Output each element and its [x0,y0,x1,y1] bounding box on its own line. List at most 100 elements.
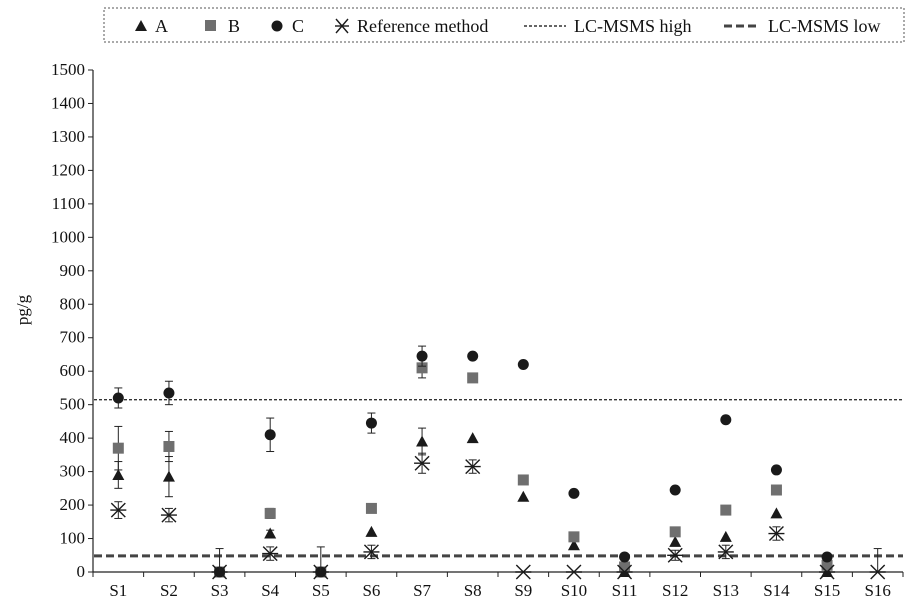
x-tick-label: S10 [561,581,587,600]
point-c-circle [112,392,124,404]
point-c-circle [669,484,681,496]
y-tick-label: 1500 [51,60,85,79]
y-tick-label: 800 [60,294,86,313]
legend-label-a: A [155,16,168,36]
point-reference-asterisk [768,526,785,542]
axes: 0 100 200 300 400 500 600 700 800 900 1000 1100 1200… [51,60,904,600]
point-b-square [619,561,631,573]
y-tick-label: 700 [60,328,86,347]
x-tick-label: S9 [514,581,532,600]
legend-circle-marker [271,20,283,32]
x-tick-label: S4 [261,581,279,600]
point-reference-asterisk [565,564,582,580]
x-tick-label: S8 [464,581,482,600]
point-a-triangle [416,435,429,447]
reference-lines [94,398,903,558]
y-tick-label: 600 [60,361,86,380]
point-b-square [365,502,377,514]
y-tick-label: 1000 [51,227,85,246]
legend-label-reference: Reference method [357,16,488,36]
x-tick-label: S16 [864,581,890,600]
x-tick-label: S14 [763,581,790,600]
point-b-square [163,441,175,452]
point-reference-asterisk [262,546,279,562]
point-b-square [264,507,276,519]
y-tick-label: 400 [60,428,86,447]
point-reference-asterisk [869,564,886,580]
data-marks [110,345,886,580]
point-b-square [568,531,580,543]
point-reference-asterisk [717,544,734,560]
x-tick-label: S3 [211,581,229,600]
point-a-triangle [770,507,783,519]
point-a-triangle [669,535,682,547]
point-reference-asterisk [819,564,836,580]
point-b-square [467,372,479,384]
point-b-square [821,559,833,571]
y-tick-label: 1400 [51,93,85,112]
point-b-square [770,484,782,496]
point-c-circle [720,414,732,426]
y-tick-label: 200 [60,495,86,514]
legend-label-b: B [228,16,240,36]
point-reference-asterisk [363,544,380,560]
x-tick-label: S15 [814,581,840,600]
point-c-circle [770,464,782,476]
point-reference-asterisk [515,564,532,580]
point-reference-asterisk [110,502,127,518]
point-a-triangle [517,490,530,502]
y-axis-label: pg/g [13,294,32,325]
point-reference-asterisk [667,547,684,563]
point-a-triangle [719,530,732,542]
x-tick-label: S1 [109,581,127,600]
point-c-circle [568,487,580,499]
point-a-triangle [264,527,277,539]
point-b-square [669,526,681,538]
point-reference-asterisk [616,564,633,580]
point-a-triangle [162,470,175,482]
legend-label-low: LC-MSMS low [768,16,881,36]
y-tick-label: 900 [60,261,86,280]
point-c-circle [619,551,631,563]
legend-box [103,7,905,43]
legend: A B C Reference method LC-MSMS high LC-M… [103,7,905,43]
point-c-circle [264,429,276,441]
point-c-circle [416,350,428,362]
point-c-circle [163,387,175,399]
legend-label-c: C [292,16,304,36]
y-tick-label: 500 [60,395,86,414]
point-a-triangle [567,539,580,551]
y-tick-label: 300 [60,462,86,481]
point-reference-asterisk [414,455,431,471]
legend-triangle-marker [135,20,147,31]
point-a-triangle [365,525,378,537]
x-tick-label: S7 [413,581,431,600]
point-b-square [517,474,529,486]
point-c-circle [821,551,833,563]
x-tick-label: S11 [612,581,638,600]
point-reference-asterisk [312,564,329,580]
y-tick-label: 0 [77,562,86,581]
y-tick-label: 1200 [51,160,85,179]
point-b-square [720,504,732,516]
point-reference-asterisk [211,564,228,580]
point-b-square [416,362,428,374]
legend-asterisk-marker [335,18,349,34]
point-a-triangle [112,468,125,480]
x-tick-label: S12 [662,581,688,600]
y-tick-label: 100 [60,529,86,548]
x-tick-label: S6 [362,581,380,600]
legend-square-marker [205,20,216,31]
point-a-triangle [466,432,479,444]
x-tick-label: S5 [312,581,330,600]
point-c-circle [517,359,529,371]
legend-label-high: LC-MSMS high [574,16,692,36]
point-c-circle [467,350,479,362]
x-tick-label: S13 [713,581,739,600]
point-b-square [112,442,124,454]
x-tick-label: S2 [160,581,178,600]
point-reference-asterisk [464,459,481,475]
point-c-circle [365,417,377,429]
point-reference-asterisk [160,507,177,523]
